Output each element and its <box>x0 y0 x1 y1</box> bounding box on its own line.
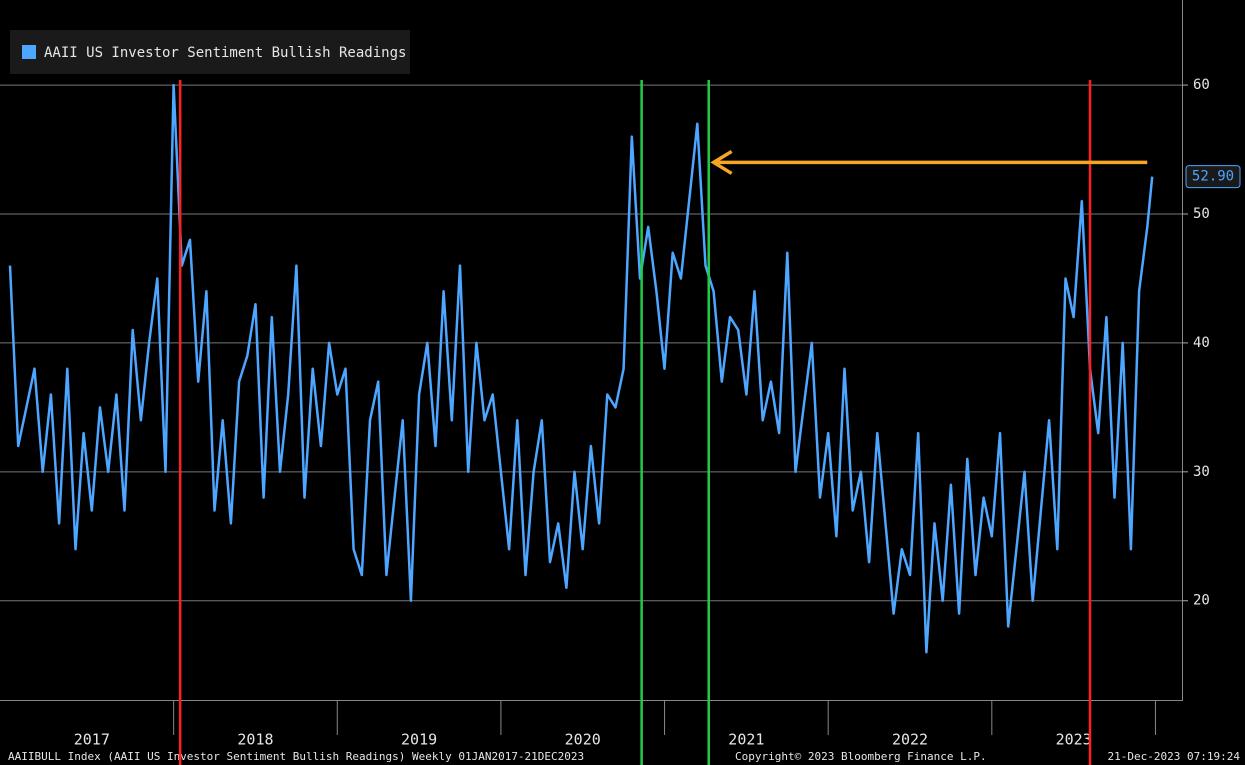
y-axis <box>1182 0 1183 700</box>
footer-right: 21-Dec-2023 07:19:24 <box>1108 750 1241 763</box>
arrow <box>710 149 1148 175</box>
y-tick-label: 50 <box>1193 206 1210 222</box>
last-value-box <box>1185 165 1241 189</box>
legend-label: AAII US Investor Sentiment Bullish Readi… <box>44 45 406 61</box>
x-tick-label: 2019 <box>401 731 437 749</box>
x-tick-label: 2021 <box>728 731 764 749</box>
y-tick-label: 20 <box>1193 593 1210 609</box>
x-tick-label: 2023 <box>1056 731 1092 749</box>
x-tick-label: 2022 <box>892 731 928 749</box>
legend-swatch <box>22 45 36 59</box>
legend-box <box>10 30 410 74</box>
footer-mid: Copyright© 2023 Bloomberg Finance L.P. <box>735 750 987 763</box>
y-tick-label: 30 <box>1193 464 1210 480</box>
x-axis <box>0 700 1183 701</box>
y-tick-label: 60 <box>1193 77 1210 93</box>
x-tick-label: 2020 <box>565 731 601 749</box>
x-tick-label: 2017 <box>74 731 110 749</box>
footer-left: AAIIBULL Index (AAII US Investor Sentime… <box>8 750 584 763</box>
series-line <box>8 83 1154 654</box>
last-value-label: 52.90 <box>1192 169 1234 185</box>
y-tick-label: 40 <box>1193 335 1210 351</box>
x-tick-label: 2018 <box>237 731 273 749</box>
